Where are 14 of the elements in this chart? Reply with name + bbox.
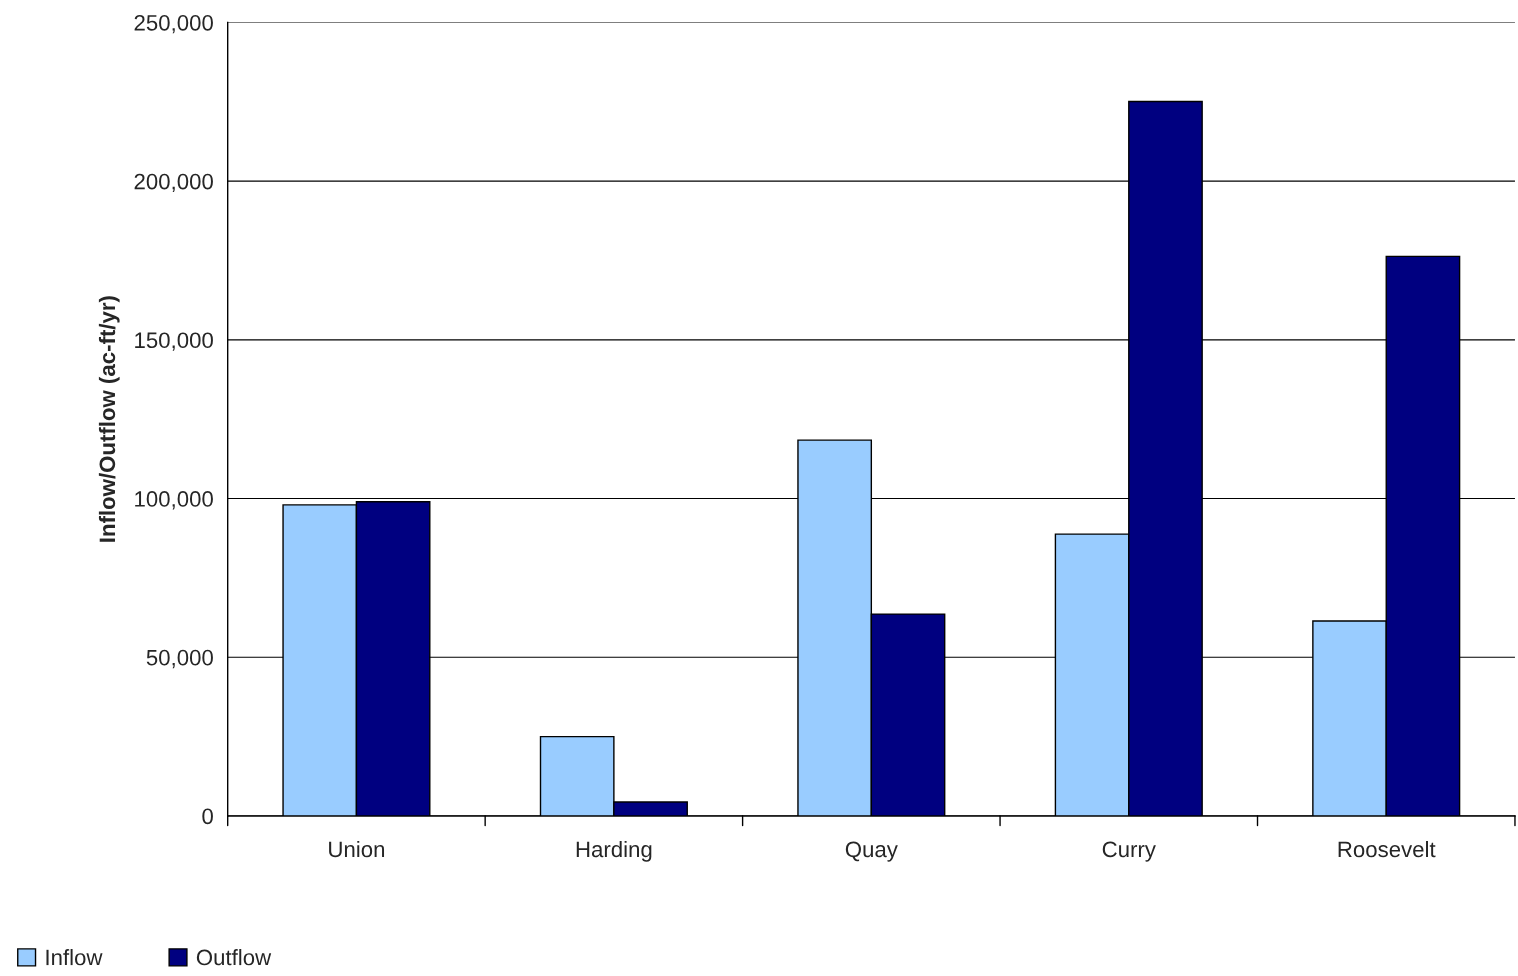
y-axis-title: Inflow/Outflow (ac-ft/yr): [98, 296, 120, 542]
x-tick-label: Union: [329, 840, 385, 858]
x-tick-label: Harding: [576, 840, 652, 862]
x-tick-label: Roosevelt: [1338, 840, 1436, 858]
legend-label: Inflow: [46, 949, 103, 966]
x-tick-label: Curry: [1102, 841, 1156, 862]
y-tick-label: 150,000: [135, 332, 213, 351]
x-tick-label: Quay: [845, 841, 898, 862]
legend-label: Outflow: [196, 949, 272, 966]
y-tick-label: 50,000: [146, 649, 213, 669]
y-tick-label: 100,000: [135, 491, 213, 510]
y-tick-label: 200,000: [134, 173, 213, 193]
y-tick-label: 250,000: [134, 14, 213, 34]
y-tick-label: 0: [202, 808, 213, 825]
